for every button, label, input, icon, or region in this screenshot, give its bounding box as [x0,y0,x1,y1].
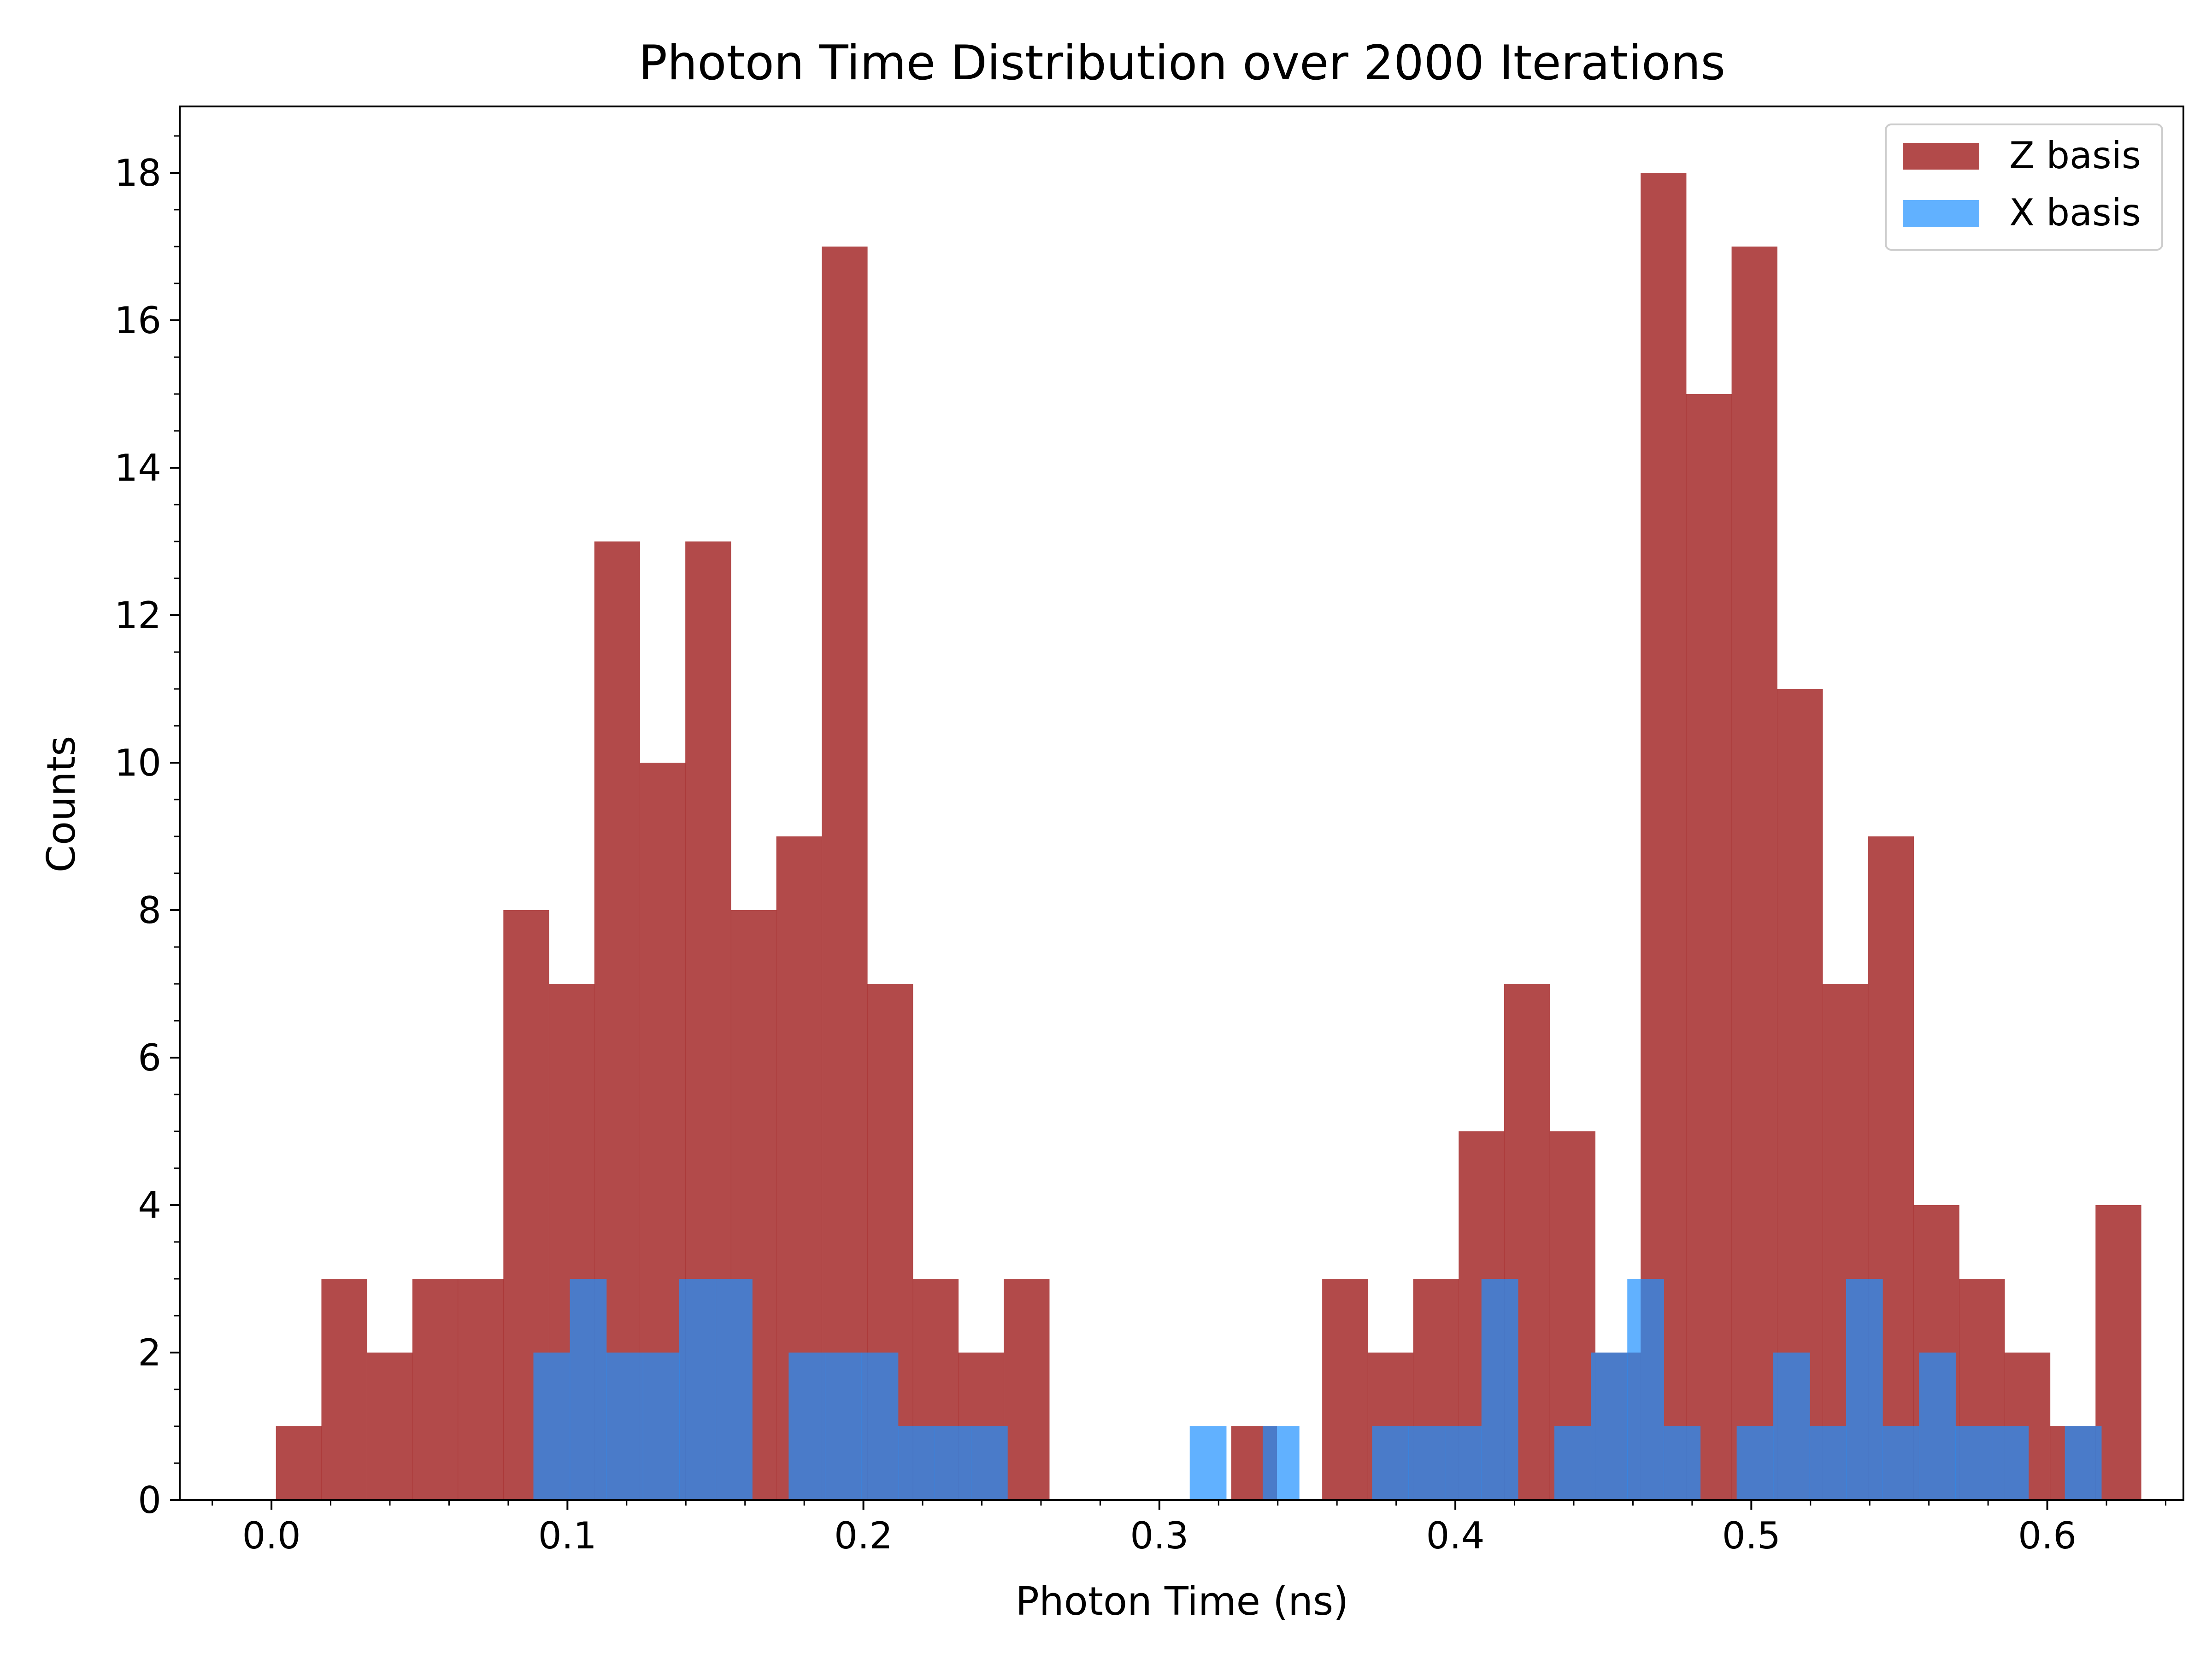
x-basis-bar [1262,1426,1300,1500]
x-basis-bar [1408,1426,1446,1500]
z-basis-bar [1004,1279,1050,1500]
x-basis-bar [1809,1426,1847,1500]
y-tick-label: 4 [138,1184,161,1227]
y-tick-label: 14 [114,447,161,489]
x-basis-bar [1773,1353,1810,1500]
y-tick-label: 6 [138,1036,161,1079]
x-tick-label: 0.6 [2018,1514,2077,1557]
x-axis-label: Photon Time (ns) [1016,1579,1349,1624]
x-basis-bar [1664,1426,1701,1500]
y-tick-label: 8 [138,889,161,932]
z-basis-bar [367,1353,413,1500]
x-basis-bar [716,1279,753,1500]
x-basis-bar [1955,1426,1993,1500]
x-basis-bar [934,1426,971,1500]
x-basis-bar [642,1353,680,1500]
x-tick-label: 0.3 [1130,1514,1188,1557]
x-basis-bar [971,1426,1008,1500]
legend-swatch-z-basis [1903,143,1979,170]
x-basis-bar [1445,1426,1482,1500]
x-tick-label: 0.1 [538,1514,597,1557]
y-tick-label: 10 [114,741,161,784]
x-axis-ticks: 0.0 0.1 0.2 0.3 0.4 0.5 0.6 [212,1500,2166,1557]
x-basis-bar [898,1426,935,1500]
x-basis-bar [825,1353,862,1500]
z-basis-bar [1731,247,1777,1500]
y-tick-label: 16 [114,299,161,342]
x-basis-bar [1189,1426,1227,1500]
y-tick-label: 18 [114,152,161,194]
y-tick-label: 0 [138,1479,161,1522]
x-basis-bar [788,1353,826,1500]
x-basis-bar [1919,1353,1956,1500]
x-tick-label: 0.4 [1426,1514,1484,1557]
x-basis-bar [861,1353,899,1500]
x-basis-bar [570,1279,607,1500]
z-basis-bar [458,1279,504,1500]
x-tick-label: 0.0 [242,1514,300,1557]
z-basis-bar [1686,394,1732,1500]
legend-label-x-basis: X basis [2009,191,2141,234]
x-basis-bar [1846,1279,1883,1500]
x-basis-bar [1736,1426,1774,1500]
z-basis-bar [276,1426,322,1500]
x-tick-label: 0.2 [834,1514,893,1557]
x-basis-bar [2065,1426,2102,1500]
x-basis-bar [606,1353,643,1500]
y-tick-label: 12 [114,594,161,637]
x-basis-bar [1481,1279,1518,1500]
x-basis-bar [1372,1426,1409,1500]
x-basis-bars [533,1279,2102,1500]
z-basis-bar [2095,1205,2141,1500]
x-basis-bar [1627,1279,1664,1500]
y-axis-ticks: 0 2 4 6 8 10 12 14 16 18 [114,135,180,1522]
x-basis-bar [1591,1353,1628,1500]
y-axis-label: Counts [39,736,84,873]
legend-swatch-x-basis [1903,200,1979,227]
x-tick-label: 0.5 [1722,1514,1781,1557]
z-basis-bar [1322,1279,1368,1500]
x-basis-bar [1883,1426,1919,1500]
z-basis-bar [412,1279,459,1500]
legend-label-z-basis: Z basis [2009,134,2141,177]
legend: Z basis X basis [1885,124,2163,251]
x-basis-bar [1992,1426,2029,1500]
y-tick-label: 2 [138,1331,161,1374]
x-basis-bar [679,1279,716,1500]
x-basis-bar [1554,1426,1591,1500]
x-basis-bar [533,1353,571,1500]
z-basis-bar [321,1279,367,1500]
plot-frame [179,106,2184,1501]
chart-title: Photon Time Distribution over 2000 Itera… [639,35,1725,91]
z-basis-bar [822,247,868,1500]
